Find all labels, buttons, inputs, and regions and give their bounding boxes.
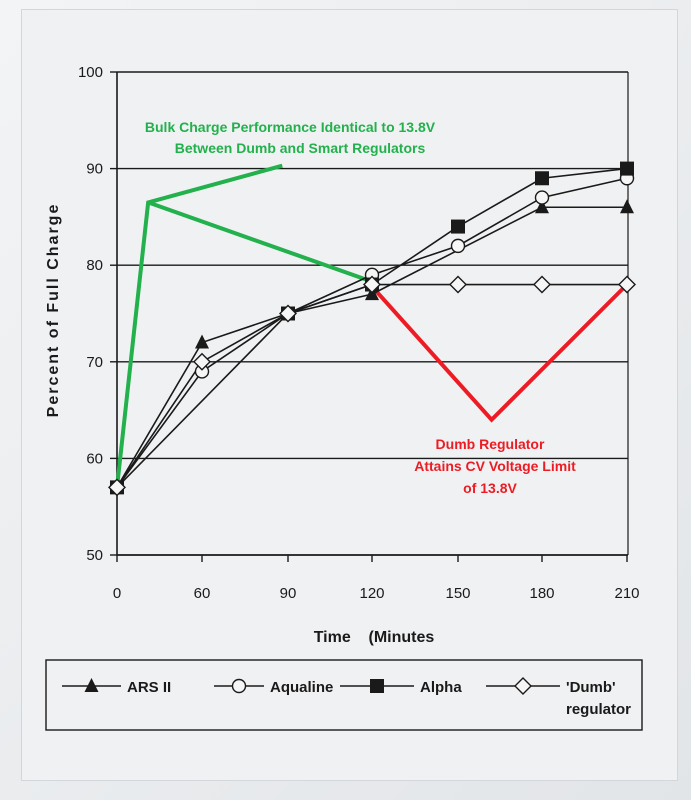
axes bbox=[110, 71, 629, 562]
green-annotation: Bulk Charge Performance Identical to 13.… bbox=[115, 119, 436, 488]
series-line-1 bbox=[116, 177, 628, 488]
legend-marker-0 bbox=[84, 678, 99, 692]
legend: ARS II Aqualine Alpha 'Dumb' regulator bbox=[45, 659, 643, 731]
series-3-point-3 bbox=[363, 275, 381, 294]
legend-label-0: ARS II bbox=[127, 679, 171, 696]
red-annotation-line bbox=[370, 283, 629, 423]
legend-label-1: Aqualine bbox=[270, 679, 333, 696]
series-2-point-5 bbox=[535, 171, 549, 186]
red-annotation-text-2: of 13.8V bbox=[463, 480, 517, 496]
y-tick-label-50: 50 bbox=[86, 547, 103, 564]
y-tick-label-90: 90 bbox=[86, 161, 103, 178]
series-line-2 bbox=[116, 167, 628, 488]
series-3-point-2 bbox=[279, 304, 297, 323]
green-annotation-line-2 bbox=[147, 200, 373, 284]
series-1-point-5 bbox=[534, 190, 550, 205]
green-annotation-text-1: Between Dumb and Smart Regulators bbox=[175, 140, 426, 156]
green-annotation-text-0: Bulk Charge Performance Identical to 13.… bbox=[145, 119, 436, 135]
series-3-point-1 bbox=[193, 352, 211, 371]
x-tick-label-150: 150 bbox=[445, 585, 470, 602]
series-0-point-1 bbox=[195, 334, 209, 349]
red-annotation-text-0: Dumb Regulator bbox=[436, 436, 545, 452]
x-tick-label-90: 90 bbox=[280, 585, 297, 602]
series-3-point-0 bbox=[108, 478, 126, 497]
x-tick-label-60: 60 bbox=[194, 585, 211, 602]
series-0-point-5 bbox=[535, 199, 549, 214]
x-tick-label-120: 120 bbox=[359, 585, 384, 602]
green-annotation-line-1 bbox=[115, 163, 283, 488]
series-3-point-4 bbox=[449, 275, 467, 294]
x-tick-label-0: 0 bbox=[113, 585, 121, 602]
series-2-point-4 bbox=[451, 219, 465, 234]
y-tick-label-100: 100 bbox=[78, 64, 103, 81]
series-line-3 bbox=[116, 283, 627, 488]
series-1-point-4 bbox=[450, 238, 466, 254]
x-tick-labels: 0 60 90 120 150 180 210 bbox=[113, 585, 640, 602]
series-3-point-6 bbox=[618, 275, 636, 294]
y-tick-label-70: 70 bbox=[86, 354, 103, 371]
chart-frame bbox=[22, 10, 677, 780]
series-2-point-6 bbox=[620, 161, 634, 176]
legend-label-3-line2: regulator bbox=[566, 701, 631, 718]
legend-box bbox=[45, 659, 643, 731]
legend-label-2: Alpha bbox=[420, 679, 462, 696]
legend-label-3: 'Dumb' bbox=[566, 679, 616, 696]
y-axis-label: Percent of Full Charge bbox=[45, 203, 62, 418]
series-3-point-5 bbox=[533, 275, 551, 294]
x-tick-label-180: 180 bbox=[529, 585, 554, 602]
y-tick-label-60: 60 bbox=[86, 450, 103, 467]
legend-marker-1 bbox=[231, 678, 247, 694]
legend-marker-3 bbox=[514, 677, 532, 695]
series-line-0 bbox=[116, 206, 627, 488]
series-0-point-6 bbox=[620, 199, 634, 214]
x-tick-label-210: 210 bbox=[614, 585, 639, 602]
red-annotation-text-1: Attains CV Voltage Limit bbox=[414, 458, 576, 474]
series-group bbox=[108, 161, 636, 497]
y-tick-label-80: 80 bbox=[86, 257, 103, 274]
legend-marker-2 bbox=[370, 679, 384, 693]
y-tick-labels: 50 60 70 80 90 100 bbox=[78, 64, 103, 564]
x-axis-label: Time (Minutes bbox=[314, 629, 435, 646]
red-annotation: Dumb Regulator Attains CV Voltage Limit of… bbox=[370, 283, 629, 496]
